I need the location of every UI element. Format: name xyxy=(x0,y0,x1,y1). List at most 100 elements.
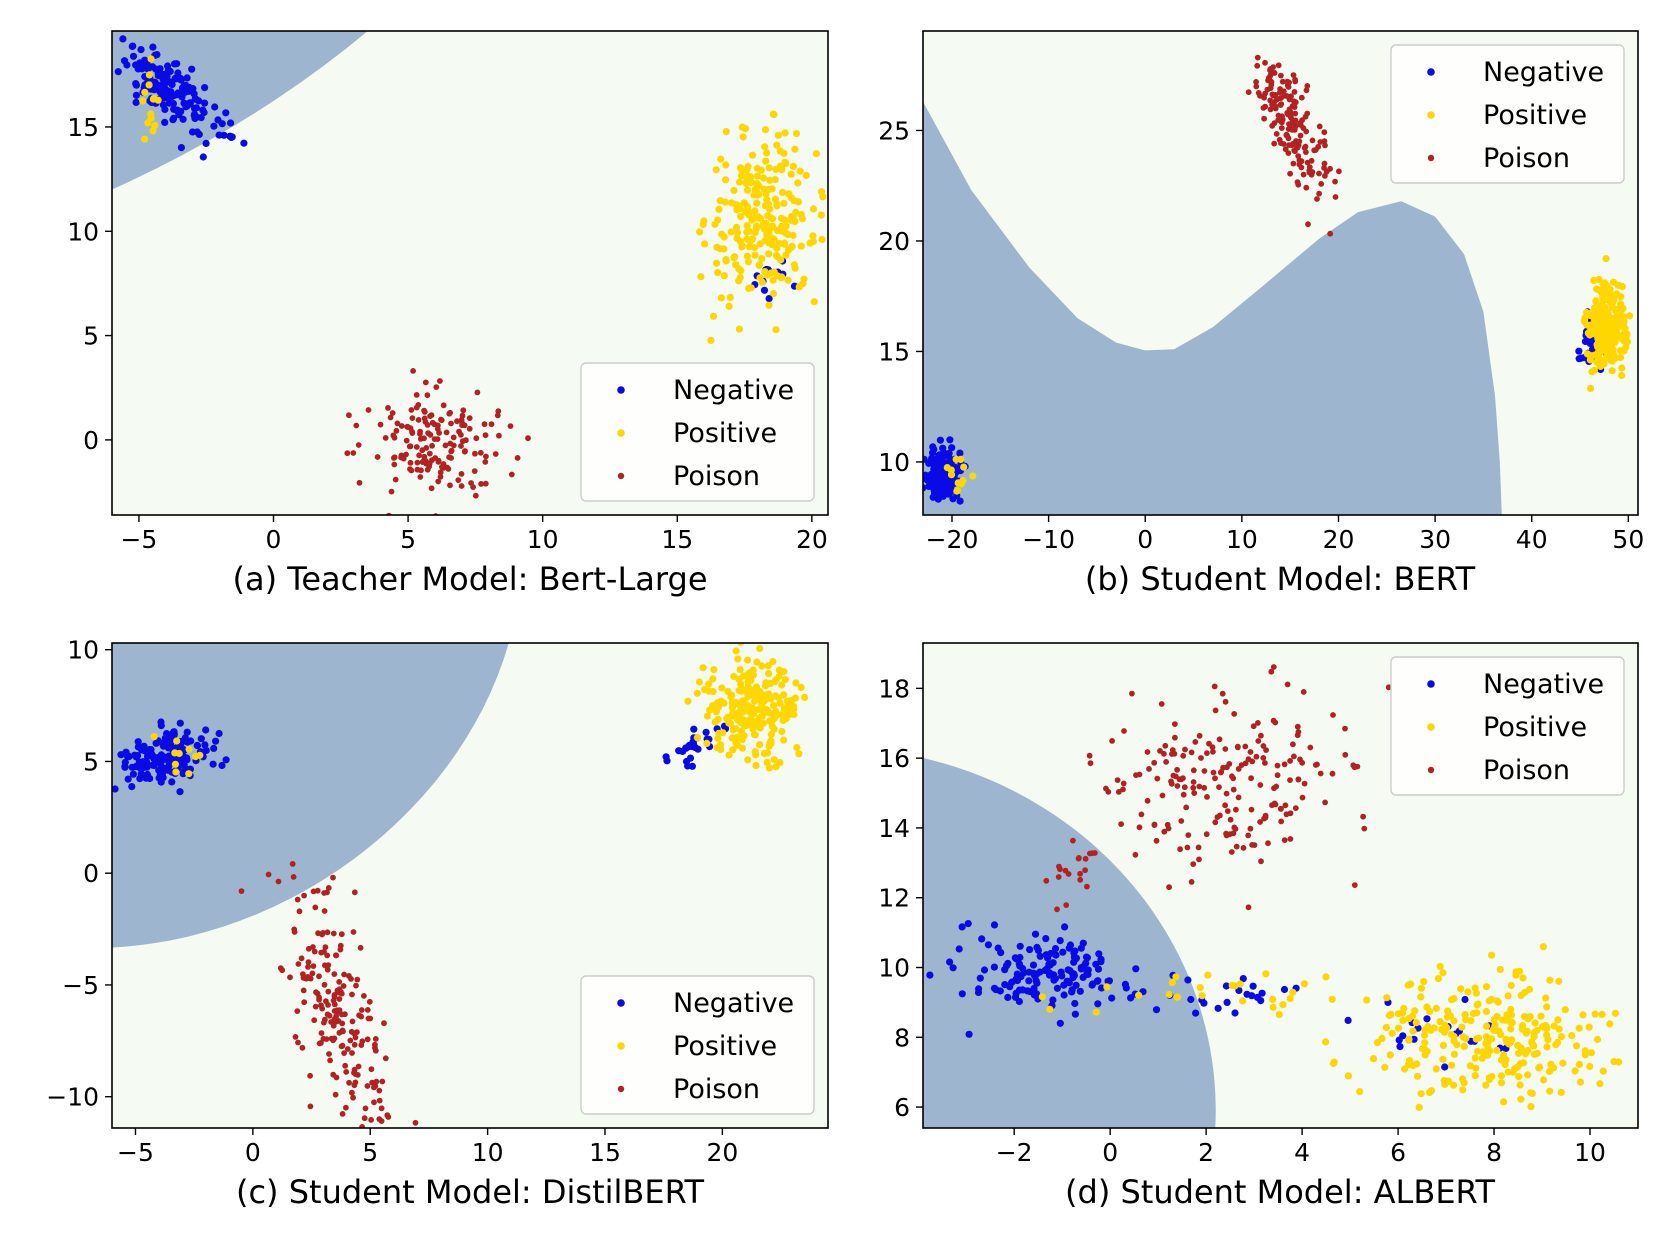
point-poison xyxy=(407,425,414,432)
point-positive xyxy=(1609,278,1618,286)
point-positive xyxy=(712,166,720,174)
point-negative xyxy=(1079,939,1087,947)
y-tick-label: 16 xyxy=(878,744,910,773)
point-negative xyxy=(1441,1063,1449,1071)
legend-marker-positive xyxy=(1427,723,1435,731)
point-positive xyxy=(720,272,728,280)
point-positive xyxy=(747,718,755,726)
point-negative xyxy=(1396,1043,1404,1051)
point-poison xyxy=(456,428,462,435)
point-poison xyxy=(472,492,479,499)
point-poison xyxy=(1304,110,1311,117)
point-negative xyxy=(132,98,140,106)
point-poison xyxy=(1198,755,1204,761)
point-positive xyxy=(684,697,692,705)
point-positive xyxy=(1543,1003,1551,1011)
point-positive xyxy=(770,756,778,764)
point-poison xyxy=(355,1147,361,1153)
point-positive xyxy=(753,658,761,666)
legend-marker-negative xyxy=(1427,680,1435,688)
point-negative xyxy=(1013,976,1022,985)
point-negative xyxy=(1104,977,1112,985)
point-positive xyxy=(751,731,759,739)
point-poison xyxy=(1120,780,1127,787)
point-positive xyxy=(789,162,798,170)
point-positive xyxy=(782,229,790,237)
point-negative xyxy=(161,737,169,746)
point-positive xyxy=(778,681,786,689)
point-positive xyxy=(699,664,707,672)
point-positive xyxy=(1606,285,1614,294)
point-positive xyxy=(1460,1079,1468,1087)
point-poison xyxy=(1180,752,1187,759)
y-tick-label: 15 xyxy=(878,337,910,366)
point-positive xyxy=(772,707,780,716)
point-positive xyxy=(732,223,741,231)
point-positive xyxy=(1409,1027,1417,1035)
point-positive xyxy=(1439,1041,1447,1049)
point-positive xyxy=(1344,1072,1352,1080)
point-poison xyxy=(443,429,450,436)
point-negative xyxy=(159,101,167,109)
point-poison xyxy=(321,981,328,988)
point-positive xyxy=(1507,1025,1515,1033)
point-positive xyxy=(762,157,770,165)
point-positive xyxy=(1388,1029,1396,1037)
point-negative xyxy=(220,131,228,139)
point-negative xyxy=(682,757,691,766)
point-positive xyxy=(718,684,726,692)
point-positive xyxy=(765,164,773,172)
point-negative xyxy=(936,436,945,444)
point-positive xyxy=(1458,1023,1466,1031)
point-poison xyxy=(354,976,361,983)
point-poison xyxy=(1196,856,1202,863)
point-positive xyxy=(773,244,781,252)
point-poison xyxy=(368,1117,374,1123)
point-positive xyxy=(736,666,744,674)
point-poison xyxy=(338,931,345,938)
point-positive xyxy=(770,268,778,276)
point-positive xyxy=(1592,297,1600,305)
point-poison xyxy=(1287,836,1294,842)
point-positive xyxy=(780,736,788,744)
point-poison xyxy=(447,482,453,489)
point-poison xyxy=(341,971,347,978)
point-positive xyxy=(765,301,773,309)
point-poison xyxy=(1218,769,1225,775)
point-poison xyxy=(1201,768,1208,774)
point-poison xyxy=(1286,142,1292,149)
point-poison xyxy=(1181,784,1188,791)
point-poison xyxy=(1138,811,1145,818)
point-poison xyxy=(412,1119,419,1126)
point-positive xyxy=(1507,981,1515,990)
point-positive xyxy=(806,239,814,247)
y-tick-label: −5 xyxy=(62,971,99,1000)
x-tick-label: 20 xyxy=(706,1138,738,1167)
point-poison xyxy=(265,871,272,878)
x-tick-label: −5 xyxy=(117,1138,154,1167)
point-poison xyxy=(1290,741,1296,748)
point-poison xyxy=(316,973,322,980)
point-negative xyxy=(1152,1006,1161,1014)
point-negative xyxy=(1066,941,1075,949)
point-poison xyxy=(433,513,439,515)
point-negative xyxy=(1097,958,1105,966)
point-poison xyxy=(470,484,476,490)
point-positive xyxy=(732,647,740,655)
point-positive xyxy=(773,202,781,210)
point-negative xyxy=(191,95,199,103)
y-tick-label: 10 xyxy=(67,217,99,246)
point-poison xyxy=(1332,178,1338,185)
point-positive xyxy=(1527,1103,1535,1111)
point-poison xyxy=(1295,776,1302,783)
point-negative xyxy=(975,985,983,993)
point-positive xyxy=(766,176,774,184)
point-poison xyxy=(450,434,457,441)
point-negative xyxy=(129,770,137,778)
point-negative xyxy=(1192,1009,1200,1017)
point-positive xyxy=(755,705,763,714)
point-positive xyxy=(693,734,702,742)
legend-box xyxy=(580,975,815,1115)
point-poison xyxy=(350,450,357,456)
